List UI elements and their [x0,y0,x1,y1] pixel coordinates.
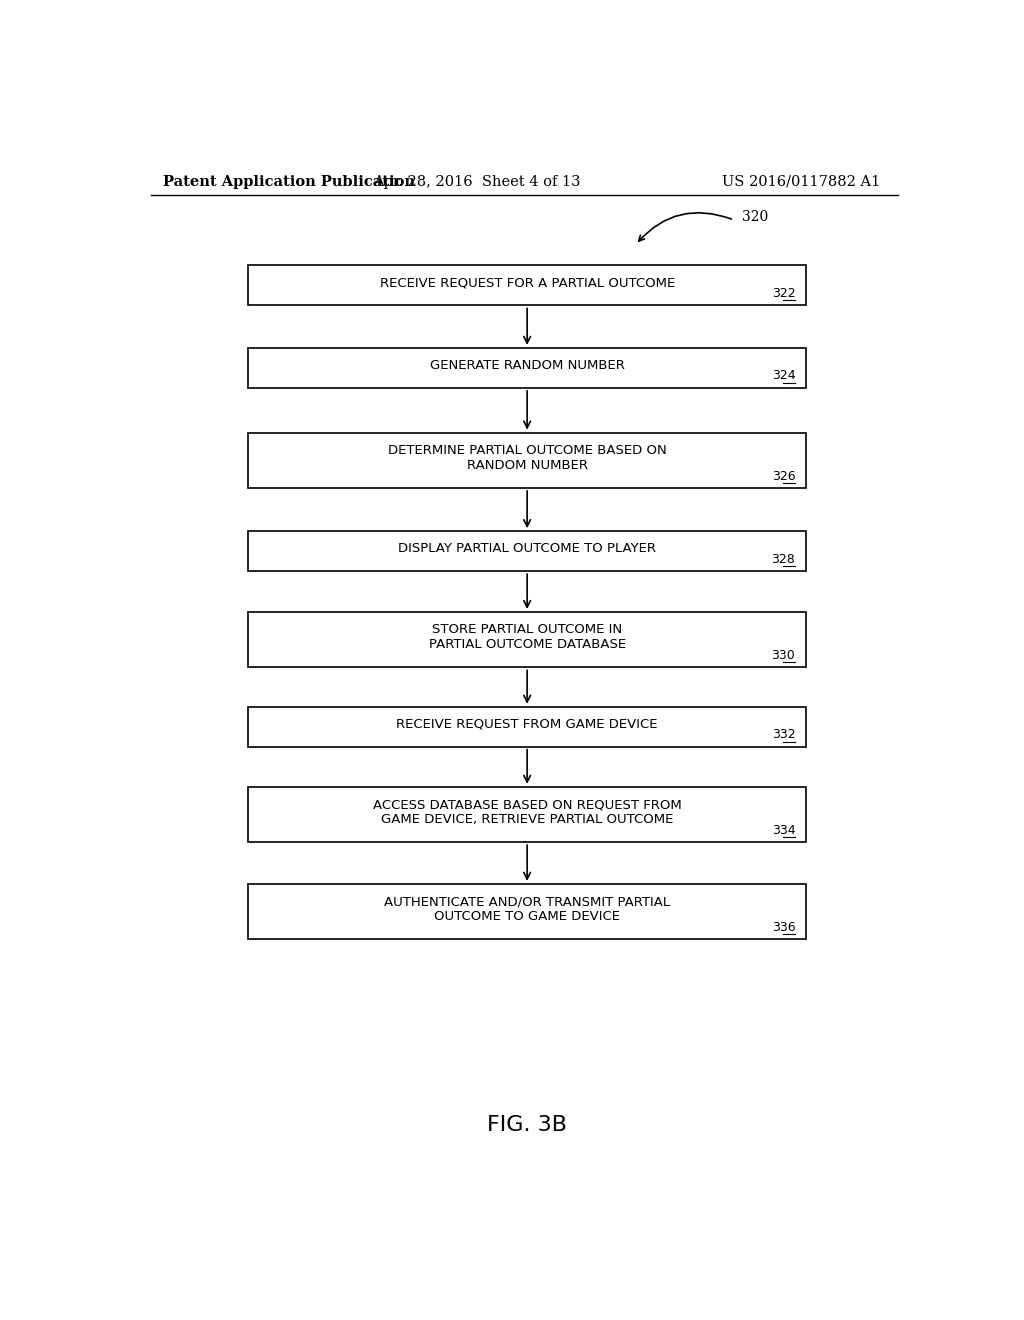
Text: Patent Application Publication: Patent Application Publication [163,174,415,189]
FancyBboxPatch shape [248,348,806,388]
Text: 330: 330 [771,649,796,663]
FancyBboxPatch shape [248,531,806,572]
Text: STORE PARTIAL OUTCOME IN
PARTIAL OUTCOME DATABASE: STORE PARTIAL OUTCOME IN PARTIAL OUTCOME… [429,623,626,651]
FancyBboxPatch shape [248,265,806,305]
Text: 326: 326 [772,470,796,483]
Text: AUTHENTICATE AND/OR TRANSMIT PARTIAL
OUTCOME TO GAME DEVICE: AUTHENTICATE AND/OR TRANSMIT PARTIAL OUT… [384,895,670,923]
FancyBboxPatch shape [248,884,806,940]
Text: 332: 332 [772,729,796,742]
Text: FIG. 3B: FIG. 3B [487,1115,567,1135]
Text: RECEIVE REQUEST FOR A PARTIAL OUTCOME: RECEIVE REQUEST FOR A PARTIAL OUTCOME [380,277,675,289]
FancyBboxPatch shape [248,706,806,747]
Text: 320: 320 [741,210,768,224]
Text: DETERMINE PARTIAL OUTCOME BASED ON
RANDOM NUMBER: DETERMINE PARTIAL OUTCOME BASED ON RANDO… [388,444,667,473]
FancyBboxPatch shape [248,433,806,488]
Text: DISPLAY PARTIAL OUTCOME TO PLAYER: DISPLAY PARTIAL OUTCOME TO PLAYER [398,543,656,556]
Text: 324: 324 [772,370,796,383]
Text: ACCESS DATABASE BASED ON REQUEST FROM
GAME DEVICE, RETRIEVE PARTIAL OUTCOME: ACCESS DATABASE BASED ON REQUEST FROM GA… [373,799,682,826]
Text: GENERATE RANDOM NUMBER: GENERATE RANDOM NUMBER [430,359,625,372]
FancyBboxPatch shape [248,612,806,668]
Text: 334: 334 [772,824,796,837]
Text: 328: 328 [771,553,796,566]
Text: Apr. 28, 2016  Sheet 4 of 13: Apr. 28, 2016 Sheet 4 of 13 [373,174,581,189]
Text: 336: 336 [772,921,796,933]
Text: US 2016/0117882 A1: US 2016/0117882 A1 [722,174,880,189]
FancyBboxPatch shape [248,787,806,842]
Text: 322: 322 [772,286,796,300]
Text: RECEIVE REQUEST FROM GAME DEVICE: RECEIVE REQUEST FROM GAME DEVICE [396,718,657,731]
